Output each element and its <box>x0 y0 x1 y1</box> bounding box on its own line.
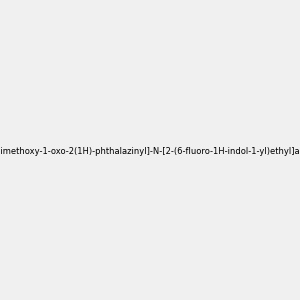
Text: 2-[7,8-dimethoxy-1-oxo-2(1H)-phthalazinyl]-N-[2-(6-fluoro-1H-indol-1-yl)ethyl]ac: 2-[7,8-dimethoxy-1-oxo-2(1H)-phthalaziny… <box>0 147 300 156</box>
